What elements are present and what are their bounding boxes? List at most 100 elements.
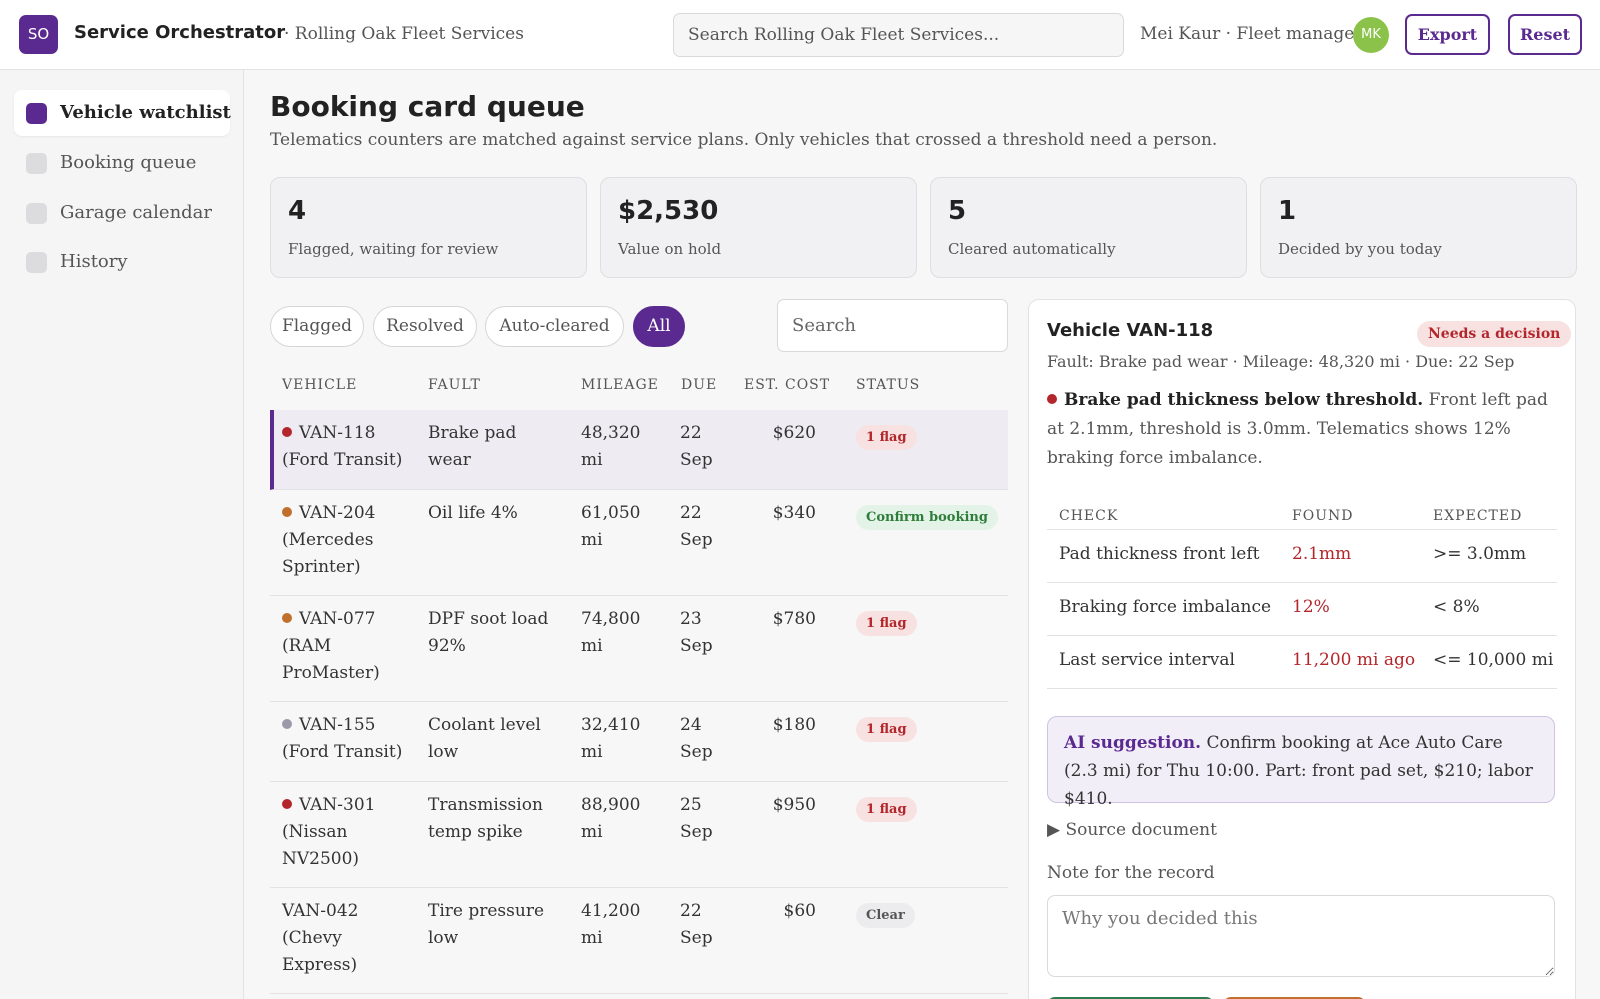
- mileage-cell: 48,320 mi: [581, 423, 641, 470]
- org-name: · Rolling Oak Fleet Services: [284, 24, 524, 44]
- nav-square-icon: [26, 252, 47, 273]
- finding-body: Front left pad at 2.1mm, threshold is 3.…: [1047, 390, 1548, 468]
- status-dot-icon: [282, 719, 292, 729]
- check-expected: <= 10,000 mi: [1433, 650, 1554, 670]
- status-badge: 1 flag: [856, 717, 917, 742]
- status-badge: 1 flag: [856, 425, 917, 450]
- note-label: Note for the record: [1047, 863, 1215, 883]
- cost-cell: $950: [772, 795, 816, 815]
- cost-cell: $780: [772, 609, 816, 629]
- sidebar-item-history[interactable]: History: [14, 239, 230, 285]
- stat-card-decided: 1 Decided by you today: [1260, 177, 1577, 278]
- table-row[interactable]: VAN-155 (Ford Transit) Coolant level low …: [270, 702, 1008, 782]
- table-row[interactable]: VAN-042 (Chevy Express) Tire pressure low…: [270, 888, 1008, 994]
- status-dot-icon: [282, 427, 292, 437]
- table-row[interactable]: VAN-118 (Ford Transit) Brake pad wear 48,…: [270, 410, 1008, 490]
- column-header-fault: FAULT: [428, 377, 481, 393]
- column-header-vehicle: VEHICLE: [282, 377, 358, 393]
- page-title: Booking card queue: [270, 90, 585, 123]
- reset-button[interactable]: Reset: [1508, 14, 1582, 55]
- stat-card-cleared: 5 Cleared automatically: [930, 177, 1247, 278]
- vehicle-model: (RAM ProMaster): [282, 636, 380, 683]
- sidebar-item-label: History: [60, 251, 128, 272]
- table-row[interactable]: VAN-301 (Nissan NV2500) Transmission temp…: [270, 782, 1008, 888]
- column-header-mileage: MILEAGE: [581, 377, 659, 393]
- status-dot-icon: [282, 799, 292, 809]
- page-subtitle: Telematics counters are matched against …: [270, 130, 1218, 150]
- vehicle-cell: VAN-042 (Chevy Express): [282, 898, 418, 979]
- expected-col-header: EXPECTED: [1433, 508, 1523, 524]
- vehicle-cell: VAN-118 (Ford Transit): [282, 420, 418, 474]
- stat-value: 5: [948, 196, 967, 226]
- status-badge: Confirm booking: [856, 505, 998, 530]
- filter-pill-auto-cleared[interactable]: Auto-cleared: [485, 306, 624, 347]
- found-col-header: FOUND: [1292, 508, 1354, 524]
- vehicle-id: VAN-204: [299, 503, 376, 523]
- vehicle-model: (Nissan NV2500): [282, 822, 360, 869]
- sidebar-item-label: Booking queue: [60, 152, 197, 173]
- ai-suggestion-label: AI suggestion.: [1064, 733, 1202, 753]
- stat-card-flagged: 4 Flagged, waiting for review: [270, 177, 587, 278]
- table-search-input[interactable]: [777, 299, 1008, 352]
- stat-label: Cleared automatically: [948, 240, 1116, 258]
- confirm-action-button[interactable]: [1047, 997, 1214, 999]
- check-table-header-row: [1047, 478, 1557, 530]
- detail-panel: Vehicle VAN-118 Needs a decision Fault: …: [1028, 299, 1576, 999]
- check-name: Pad thickness front left: [1059, 544, 1260, 564]
- fault-cell: Transmission temp spike: [428, 795, 543, 842]
- secondary-action-button[interactable]: [1223, 997, 1366, 999]
- fault-cell: DPF soot load 92%: [428, 609, 549, 656]
- due-cell: 22 Sep: [680, 901, 713, 948]
- vehicle-cell: VAN-077 (RAM ProMaster): [282, 606, 418, 687]
- due-cell: 23 Sep: [680, 609, 713, 656]
- note-field[interactable]: [1047, 895, 1555, 977]
- filter-pill-flagged[interactable]: Flagged: [270, 306, 364, 347]
- table-row[interactable]: VAN-204 (Mercedes Sprinter) Oil life 4% 6…: [270, 490, 1008, 596]
- due-cell: 22 Sep: [680, 503, 713, 550]
- stat-label: Decided by you today: [1278, 240, 1442, 258]
- fault-cell: Tire pressure low: [428, 901, 545, 948]
- export-button[interactable]: Export: [1405, 14, 1490, 55]
- user-label: Mei Kaur · Fleet manager: [1140, 24, 1363, 44]
- status-dot-icon: [282, 507, 292, 517]
- status-badge: Clear: [856, 903, 915, 928]
- sidebar-item-garage-calendar[interactable]: Garage calendar: [14, 190, 230, 236]
- nav-square-icon: [26, 153, 47, 174]
- global-search-input[interactable]: [673, 13, 1124, 57]
- vehicle-cell: VAN-301 (Nissan NV2500): [282, 792, 418, 873]
- status-badge: 1 flag: [856, 611, 917, 636]
- vehicle-id: VAN-042: [282, 901, 359, 921]
- stat-value: 1: [1278, 196, 1297, 226]
- sidebar-item-vehicle-watchlist[interactable]: Vehicle watchlist: [14, 90, 231, 136]
- due-cell: 24 Sep: [680, 715, 713, 762]
- check-name: Braking force imbalance: [1059, 597, 1272, 617]
- vehicle-id: VAN-118: [299, 423, 376, 443]
- cost-cell: $620: [772, 423, 816, 443]
- decision-badge: Needs a decision: [1417, 321, 1572, 347]
- due-cell: 25 Sep: [680, 795, 713, 842]
- column-header-status: STATUS: [856, 377, 921, 393]
- sidebar-item-booking-queue[interactable]: Booking queue: [14, 140, 230, 186]
- check-found: 11,200 mi ago: [1292, 650, 1416, 670]
- filter-pill-all[interactable]: All: [633, 306, 685, 347]
- vehicle-id: VAN-301: [299, 795, 376, 815]
- filter-pill-resolved[interactable]: Resolved: [373, 306, 477, 347]
- sidebar-item-label: Garage calendar: [60, 202, 213, 223]
- vehicle-id: VAN-155: [299, 715, 376, 735]
- vehicle-model: (Chevy Express): [282, 928, 358, 975]
- mileage-cell: 41,200 mi: [581, 901, 641, 948]
- check-name: Last service interval: [1059, 650, 1235, 670]
- column-header-due: DUE: [681, 377, 718, 393]
- vehicle-cell: VAN-204 (Mercedes Sprinter): [282, 500, 418, 581]
- vehicle-model: (Ford Transit): [282, 450, 403, 470]
- avatar[interactable]: MK: [1353, 17, 1389, 53]
- mileage-cell: 32,410 mi: [581, 715, 641, 762]
- status-dot-icon: [282, 613, 292, 623]
- source-document-toggle[interactable]: ▶ Source document: [1047, 820, 1217, 840]
- ai-suggestion-text: Confirm booking at Ace Auto Care (2.3 mi…: [1064, 733, 1533, 809]
- stat-label: Value on hold: [618, 240, 722, 258]
- check-found: 12%: [1292, 597, 1330, 617]
- table-row[interactable]: VAN-077 (RAM ProMaster) DPF soot load 92%…: [270, 596, 1008, 702]
- stat-value: 4: [288, 196, 307, 226]
- ai-suggestion-box: AI suggestion. Confirm booking at Ace Au…: [1047, 716, 1555, 809]
